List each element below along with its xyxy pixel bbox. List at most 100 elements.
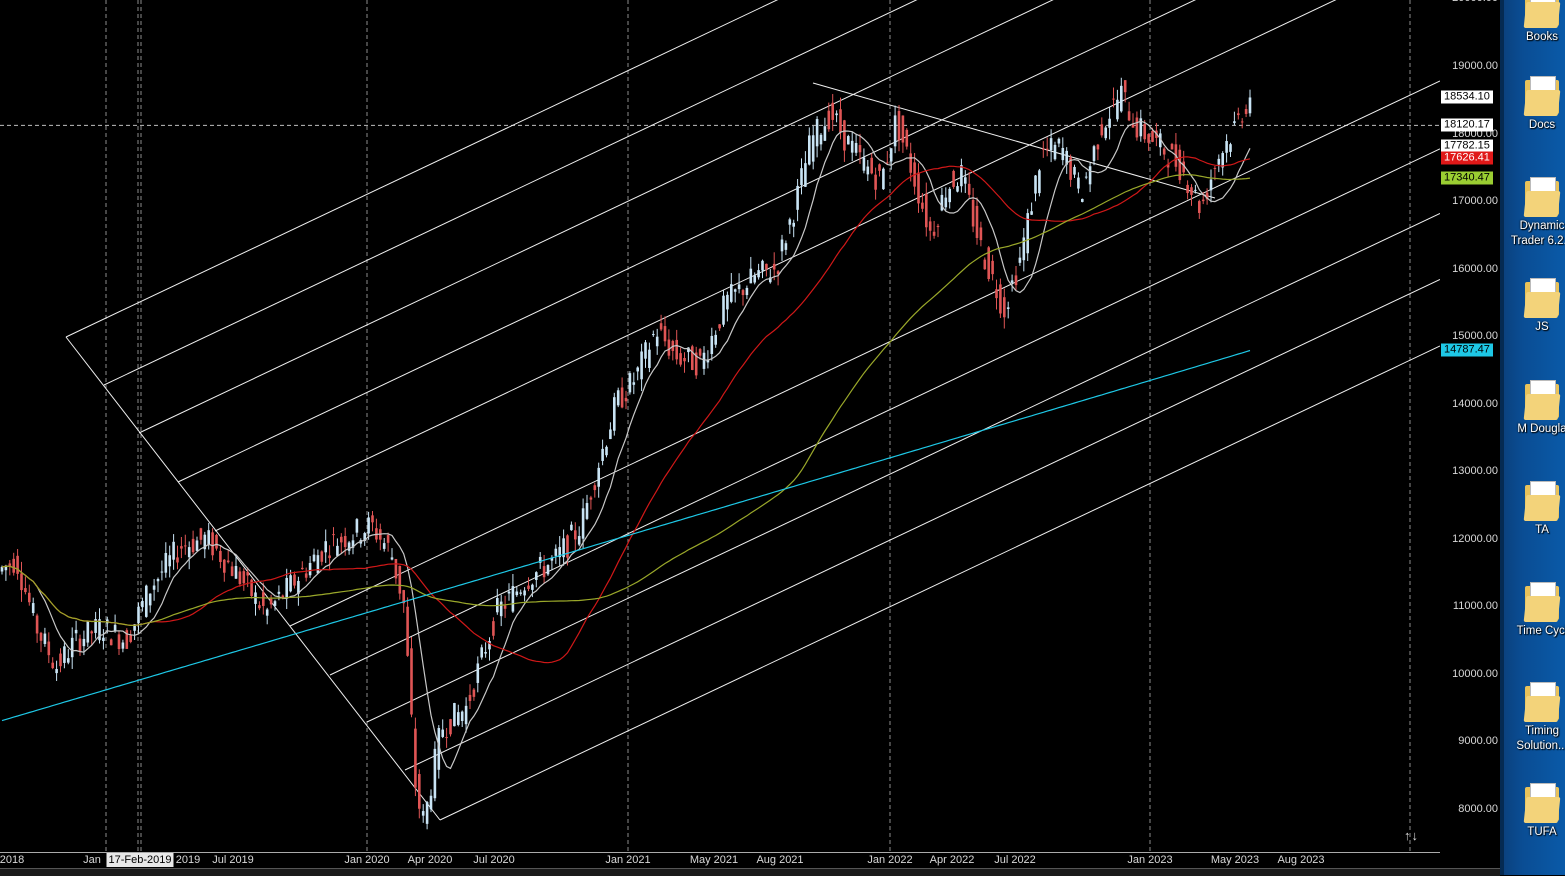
candle-body xyxy=(1240,121,1244,123)
candle-body xyxy=(226,560,230,563)
candle-body xyxy=(800,168,803,186)
candle-body xyxy=(1151,130,1154,142)
candle-body xyxy=(780,239,784,252)
candle-body xyxy=(613,397,616,431)
candle-body xyxy=(776,271,780,275)
candle-body xyxy=(453,703,456,727)
desktop-icon[interactable]: JS xyxy=(1504,278,1565,335)
candle-body xyxy=(234,565,238,579)
candle-body xyxy=(831,102,834,120)
time-tick-label: Jan 2020 xyxy=(344,854,390,866)
candle-body xyxy=(850,140,854,153)
docs-folder-icon xyxy=(1523,76,1561,116)
candle-body xyxy=(70,637,74,658)
channel-line xyxy=(177,0,1197,483)
candle-body xyxy=(1014,275,1018,286)
candle-body xyxy=(187,547,191,558)
candle-body xyxy=(1159,133,1162,148)
candle-body xyxy=(242,571,246,584)
candle-body xyxy=(628,373,632,393)
desktop-icon[interactable]: Docs xyxy=(1504,76,1565,133)
time-axis[interactable]: 2018 Jan 2019 Jul 2019 Jan 2020 Apr 2020 Jul 2… xyxy=(0,852,1440,869)
candle-body xyxy=(905,129,909,147)
candle-body xyxy=(1073,166,1076,175)
desktop-icon[interactable]: TUFA xyxy=(1504,783,1565,840)
time-tick-label: 2019 xyxy=(175,854,201,866)
candle-body xyxy=(897,110,901,141)
candle-body xyxy=(203,534,207,550)
candle-body xyxy=(702,352,706,369)
candle-body xyxy=(445,737,448,739)
candle-body xyxy=(289,575,292,592)
desktop-icon[interactable]: Time Cycl xyxy=(1504,582,1565,639)
candle-body xyxy=(1104,127,1107,139)
candle-body xyxy=(1065,150,1068,165)
candle-body xyxy=(1006,307,1010,309)
price-chart[interactable] xyxy=(0,0,1440,852)
candle-body xyxy=(460,711,464,721)
candle-body xyxy=(1221,153,1224,168)
desktop-icon-label: TA xyxy=(1535,524,1549,536)
candle-body xyxy=(511,586,515,612)
candle-body xyxy=(355,519,359,533)
candle-body xyxy=(90,631,93,634)
candle-body xyxy=(484,652,487,654)
candle-body xyxy=(1213,167,1217,169)
price-tick-label: 14000.00 xyxy=(1452,397,1498,410)
candle-body xyxy=(659,323,663,330)
candle-body xyxy=(741,290,745,296)
chart-area[interactable] xyxy=(0,0,1440,852)
desktop-icon[interactable]: M Dougla xyxy=(1504,380,1565,437)
time-tick-label: Aug 2021 xyxy=(756,854,804,866)
candle-body xyxy=(211,532,214,556)
candle-body xyxy=(402,590,405,604)
js-folder-icon xyxy=(1523,278,1561,318)
candle-body xyxy=(1131,124,1135,128)
candle-body xyxy=(328,555,331,559)
candle-body xyxy=(866,166,870,175)
desktop-icon[interactable]: Timing Solution... xyxy=(1504,682,1565,754)
desktop-icon[interactable]: TA xyxy=(1504,481,1565,538)
candle-body xyxy=(975,205,979,238)
candle-body xyxy=(538,556,542,563)
candle-body xyxy=(644,342,647,359)
candle-body xyxy=(878,164,881,171)
bottom-scroll-strip[interactable] xyxy=(0,868,1500,876)
desktop-icon-label: JS xyxy=(1535,321,1549,333)
candle-body xyxy=(546,565,550,575)
candle-body xyxy=(219,550,222,562)
candle-body xyxy=(948,188,951,203)
candle-body xyxy=(336,545,339,556)
candle-body xyxy=(1135,117,1139,138)
price-scale[interactable]: 20000.0019000.0018000.0017000.0016000.00… xyxy=(1440,0,1500,852)
candle-body xyxy=(4,565,8,571)
channel-line xyxy=(103,0,918,386)
candle-body xyxy=(20,573,23,591)
candle-body xyxy=(308,562,312,576)
candle-body xyxy=(675,339,678,360)
candle-body xyxy=(710,335,714,355)
price-tag: 18120.17 xyxy=(1441,118,1493,132)
channel-line xyxy=(366,212,1440,723)
candle-body xyxy=(1038,170,1041,194)
candle-body xyxy=(102,637,105,641)
desktop-icon[interactable]: Books xyxy=(1504,0,1565,45)
candle-body xyxy=(12,558,15,573)
candle-body xyxy=(152,585,156,590)
candle-body xyxy=(687,347,690,353)
candle-body xyxy=(944,197,948,208)
time-tick-label: Jan 2023 xyxy=(1127,854,1173,866)
scroll-arrows-icon[interactable]: ↑↓ xyxy=(1404,828,1419,843)
candle-body xyxy=(1186,184,1189,194)
candle-body xyxy=(1022,237,1026,261)
candle-body xyxy=(932,231,936,236)
price-tick-label: 15000.00 xyxy=(1452,330,1498,343)
channel-line xyxy=(439,345,1440,821)
price-tick-label: 12000.00 xyxy=(1452,532,1498,545)
candle-body xyxy=(815,119,819,147)
candle-body xyxy=(82,638,86,647)
candle-body xyxy=(414,728,417,788)
candle-body xyxy=(1084,176,1088,178)
